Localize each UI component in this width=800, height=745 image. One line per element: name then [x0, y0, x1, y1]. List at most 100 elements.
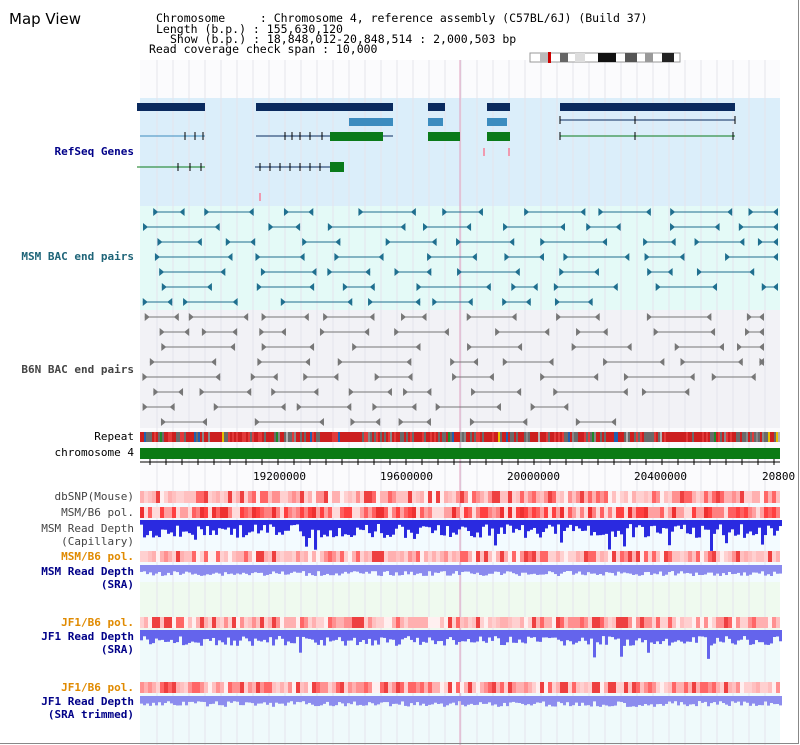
bac-end-marker [432, 298, 438, 306]
bac-end-marker [369, 283, 375, 291]
bac-end-marker [365, 268, 371, 276]
bac-end-marker [511, 313, 517, 321]
bac-end-marker [211, 358, 217, 366]
bac-end-marker [143, 223, 149, 231]
gene-snp-marker [508, 148, 510, 156]
bac-end-marker [773, 223, 778, 231]
jf1-b6-pol-heat-track[interactable] [140, 617, 780, 628]
bac-end-marker [323, 313, 329, 321]
bac-end-marker [563, 403, 569, 411]
bac-end-marker [427, 253, 433, 261]
track-label-chromosome[interactable]: chromosome 4 [54, 446, 134, 459]
bac-end-marker [443, 328, 449, 336]
bac-end-marker [364, 328, 370, 336]
bac-end-marker [759, 358, 764, 366]
bac-end-marker [415, 343, 421, 351]
bac-end-marker [206, 283, 212, 291]
track-label-msm-b6-pol[interactable]: MSM/B6 pol. [61, 506, 134, 519]
msm-b6-pol-heat-track[interactable] [140, 507, 780, 518]
track-label-msm-depth-cap-1[interactable]: MSM Read Depth [41, 522, 134, 535]
bac-end-marker [602, 238, 608, 246]
track-label-jf1-depth-trim-1[interactable]: JF1 Read Depth [41, 695, 134, 708]
bac-end-marker [540, 373, 546, 381]
chromosome-ideogram[interactable] [529, 52, 681, 63]
track-label-repeat[interactable]: Repeat [94, 430, 134, 443]
chromosome-bar[interactable] [140, 448, 780, 459]
bac-end-marker [477, 208, 483, 216]
bac-end-marker [178, 388, 184, 396]
view-title: Map View [9, 10, 82, 28]
track-label-jf1-depth-sra-1[interactable]: JF1 Read Depth [41, 630, 134, 643]
jf1-depth-trimmed-track[interactable] [140, 696, 782, 707]
bac-end-marker [643, 238, 649, 246]
bac-end-marker [655, 283, 661, 291]
track-label-msm-b6-pol-2[interactable]: MSM/B6 pol. [61, 550, 134, 563]
msm-depth-sra-track[interactable] [140, 565, 782, 576]
bac-end-marker [622, 388, 628, 396]
dbsnp-heat-track[interactable] [140, 491, 780, 503]
bac-end-marker [626, 343, 632, 351]
bac-end-marker [746, 313, 752, 321]
repeat-track-bar[interactable] [140, 432, 780, 442]
bac-end-marker [711, 373, 717, 381]
bac-end-marker [674, 343, 680, 351]
length-info: Length (b.p.) : 155,630,120 [156, 22, 343, 36]
bac-end-marker [624, 253, 630, 261]
bac-end-marker [350, 418, 356, 426]
bac-end-marker [473, 358, 479, 366]
track-label-b6n-bac[interactable]: B6N BAC end pairs [21, 363, 134, 376]
bac-end-marker [645, 208, 651, 216]
track-label-msm-depth-sra-1[interactable]: MSM Read Depth [41, 565, 134, 578]
bac-end-marker [333, 373, 339, 381]
bac-end-marker [540, 238, 546, 246]
refseq-gene-features[interactable] [137, 103, 736, 201]
gene-exon-block [487, 132, 510, 141]
bac-end-marker [394, 268, 400, 276]
bac-end-marker [456, 238, 462, 246]
msm-b6-pol2-heat-track[interactable] [140, 551, 780, 562]
bac-end-marker [421, 313, 427, 321]
track-label-dbsnp[interactable]: dbSNP(Mouse) [54, 490, 134, 503]
bac-end-marker [509, 238, 515, 246]
axis-tick-label: 20400000 [634, 470, 687, 483]
msm-bac-features[interactable] [142, 208, 778, 306]
bac-end-marker [759, 328, 764, 336]
bac-end-marker [471, 253, 477, 261]
bac-end-marker [398, 418, 404, 426]
bac-end-marker [670, 223, 676, 231]
bac-end-marker [511, 283, 517, 291]
bac-end-marker [230, 343, 236, 351]
gene-model [349, 118, 393, 126]
bac-end-marker [378, 253, 384, 261]
bac-end-marker [647, 268, 653, 276]
bac-end-marker [495, 403, 501, 411]
axis-tick-labels: 19200000 19600000 20000000 20400000 2080… [253, 470, 795, 483]
bac-end-marker [352, 343, 358, 351]
jf1-depth-sra-track[interactable] [140, 630, 782, 659]
bac-end-marker [696, 268, 702, 276]
bac-end-marker [667, 268, 673, 276]
gene-exon-block [330, 162, 344, 172]
bac-end-marker [736, 343, 742, 351]
track-label-jf1-b6-pol[interactable]: JF1/B6 pol. [61, 616, 134, 629]
bac-end-marker [303, 313, 309, 321]
bac-end-marker [280, 298, 286, 306]
track-label-jf1-depth-trim-2: (SRA trimmed) [47, 708, 134, 721]
bac-end-marker [400, 223, 406, 231]
b6n-bac-features[interactable] [142, 313, 765, 426]
gene-model [137, 103, 205, 111]
bac-end-marker [737, 358, 743, 366]
bac-end-marker [184, 328, 190, 336]
track-label-refseq[interactable]: RefSeq Genes [54, 145, 134, 158]
bac-end-marker [204, 208, 210, 216]
msm-depth-capillary-track[interactable] [140, 520, 782, 551]
bac-end-marker [680, 358, 686, 366]
bac-end-marker [369, 313, 375, 321]
track-label-jf1-b6-pol-2[interactable]: JF1/B6 pol. [61, 681, 134, 694]
jf1-b6-pol2-heat-track[interactable] [140, 682, 780, 693]
bac-end-marker [319, 328, 325, 336]
track-label-msm-bac[interactable]: MSM BAC end pairs [21, 250, 134, 263]
track-label-jf1-depth-sra-2: (SRA) [100, 643, 134, 656]
bac-end-marker [679, 253, 685, 261]
